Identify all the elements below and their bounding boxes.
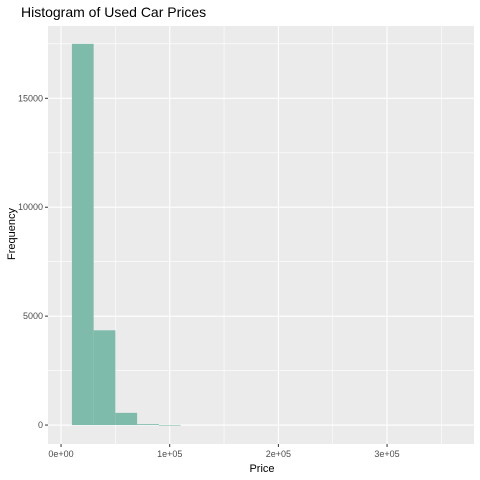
major-gridlines [48, 26, 474, 444]
y-axis-title: Frequency [6, 208, 18, 260]
plot-panel [48, 26, 474, 444]
minor-gridlines [48, 26, 474, 444]
chart-title: Histogram of Used Car Prices [21, 4, 206, 20]
histogram-bar [115, 412, 138, 426]
histogram-bar [93, 330, 116, 426]
histogram-bars [71, 43, 181, 426]
x-axis-title: Price [249, 463, 274, 475]
y-tick-label: 15000 [18, 93, 43, 103]
y-tick-label: 5000 [23, 311, 43, 321]
x-tick-label: 1e+05 [157, 449, 182, 459]
y-tick-label: 0 [38, 420, 43, 430]
x-tick-label: 3e+05 [374, 449, 399, 459]
y-tick-label: 10000 [18, 202, 43, 212]
histogram-bar [158, 424, 181, 426]
x-tick-label: 0e+00 [48, 449, 73, 459]
histogram-bar [137, 424, 159, 426]
y-axis: 0 5000 10000 15000 [18, 93, 48, 430]
histogram-bar [71, 43, 94, 426]
x-tick-label: 2e+05 [266, 449, 291, 459]
x-axis: 0e+00 1e+05 2e+05 3e+05 [48, 444, 400, 459]
